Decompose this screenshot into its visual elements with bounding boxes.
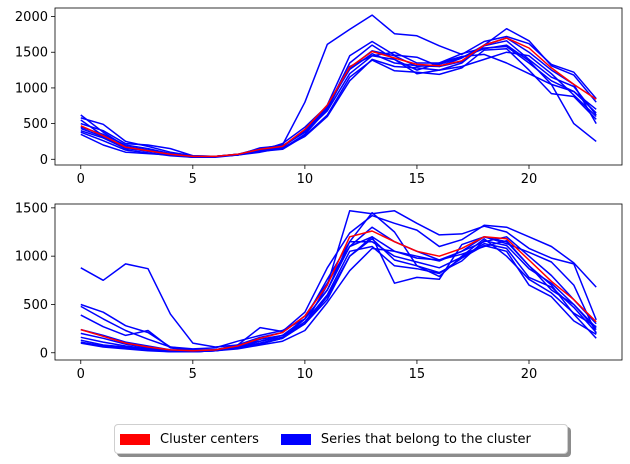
y-tick-label: 1500 [15,201,48,216]
axes-frame [54,203,623,361]
cluster-member-line [80,27,597,158]
cluster-center-line [80,37,597,158]
cluster-member-line [80,214,597,351]
y-tick-label: 2000 [15,10,48,25]
x-tick-label: 20 [521,367,538,382]
top-chart: 0 5 10 15 20 0 500 1000 1500 2000 [15,7,623,187]
x-tick-label: 0 [77,367,85,382]
plot-lines [80,210,597,353]
y-tick-label: 500 [23,117,48,132]
y-tick-label: 0 [40,346,48,361]
cluster-member-line [80,53,597,158]
legend-label-cluster-members: Series that belong to the cluster [320,431,531,447]
cluster-member-line [80,236,597,353]
cluster-member-line [80,47,597,158]
x-tick-label: 10 [297,172,314,187]
blue-swatch-icon [280,433,311,445]
x-tick-label: 15 [409,367,426,382]
legend-label-cluster-centers: Cluster centers [160,431,259,447]
plot-lines [80,14,597,158]
x-tick-label: 0 [77,172,85,187]
bottom-chart: 0 5 10 15 20 0 500 1000 1500 [15,201,623,382]
cluster-member-line [80,51,597,158]
legend-entry-cluster-members: Series that belong to the cluster [280,431,531,447]
cluster-member-line [80,210,597,348]
x-tick-label: 10 [297,367,314,382]
x-tick-label: 15 [409,172,426,187]
y-tick-label: 1000 [15,250,48,265]
axes-frame [54,7,623,166]
legend-entry-cluster-centers: Cluster centers [120,432,259,447]
cluster-center-line [80,230,597,352]
x-tick-label: 5 [189,367,197,382]
y-tick-label: 1500 [15,46,48,61]
legend: Cluster centers Series that belong to th… [114,424,568,454]
y-tick-label: 1000 [15,81,48,96]
x-tick-label: 20 [521,172,538,187]
y-tick-label: 0 [40,153,48,168]
red-swatch-icon [120,433,150,445]
y-tick-label: 500 [23,298,48,313]
cluster-member-line [80,44,597,158]
cluster-member-line [80,45,597,158]
x-tick-label: 5 [189,172,197,187]
